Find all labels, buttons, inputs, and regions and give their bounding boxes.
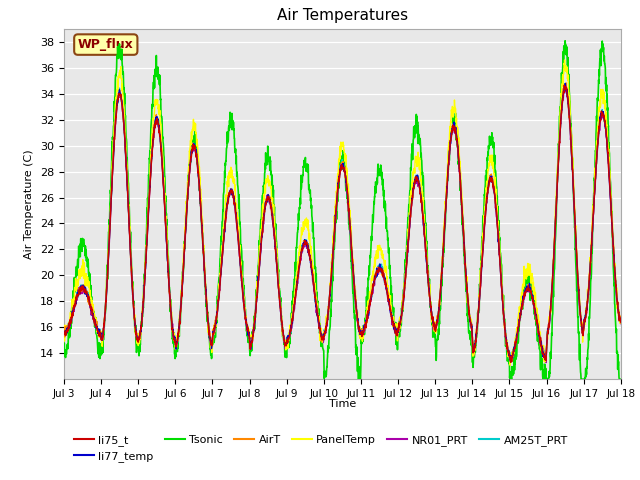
Tsonic	[568, 144, 576, 150]
Tsonic	[371, 194, 379, 200]
PanelTemp	[617, 314, 625, 320]
li75_t	[60, 328, 68, 334]
AM25T_PRT	[568, 158, 576, 164]
Line: li77_temp: li77_temp	[64, 84, 621, 361]
AM25T_PRT	[358, 329, 366, 335]
PanelTemp	[568, 147, 576, 153]
AM25T_PRT	[216, 287, 223, 293]
li75_t	[507, 360, 515, 365]
X-axis label: Time: Time	[329, 399, 356, 409]
PanelTemp	[60, 332, 68, 337]
AM25T_PRT	[561, 81, 569, 86]
Line: AirT: AirT	[64, 83, 621, 360]
AM25T_PRT	[584, 297, 591, 303]
AirT	[617, 317, 625, 323]
AirT	[568, 158, 576, 164]
NR01_PRT	[584, 301, 591, 307]
PanelTemp	[216, 282, 223, 288]
Tsonic	[584, 357, 591, 362]
li77_temp	[60, 329, 68, 335]
Line: Tsonic: Tsonic	[64, 41, 621, 379]
Tsonic	[504, 356, 512, 361]
PanelTemp	[371, 260, 378, 266]
li77_temp	[371, 276, 378, 282]
AirT	[371, 275, 378, 280]
AirT	[358, 331, 366, 336]
NR01_PRT	[504, 349, 512, 355]
PanelTemp	[358, 338, 366, 344]
NR01_PRT	[568, 159, 576, 165]
Title: Air Temperatures: Air Temperatures	[277, 9, 408, 24]
li77_temp	[358, 330, 366, 336]
NR01_PRT	[216, 286, 223, 291]
NR01_PRT	[371, 282, 378, 288]
Y-axis label: Air Temperature (C): Air Temperature (C)	[24, 149, 35, 259]
li75_t	[561, 82, 568, 88]
li75_t	[216, 292, 223, 298]
Line: li75_t: li75_t	[64, 85, 621, 362]
li75_t	[371, 277, 378, 283]
li77_temp	[504, 348, 512, 353]
li75_t	[358, 333, 366, 338]
AirT	[60, 330, 68, 336]
Tsonic	[355, 376, 362, 382]
AirT	[216, 287, 223, 292]
Tsonic	[216, 274, 223, 280]
Text: WP_flux: WP_flux	[78, 38, 134, 51]
li75_t	[617, 320, 625, 325]
li75_t	[568, 156, 576, 162]
li77_temp	[617, 315, 625, 321]
AM25T_PRT	[617, 317, 625, 323]
NR01_PRT	[561, 81, 569, 87]
li77_temp	[568, 162, 576, 168]
li77_temp	[561, 81, 569, 86]
li77_temp	[507, 359, 515, 364]
AM25T_PRT	[508, 359, 516, 364]
Line: PanelTemp: PanelTemp	[64, 60, 621, 365]
AirT	[504, 347, 512, 353]
PanelTemp	[584, 287, 591, 292]
Line: NR01_PRT: NR01_PRT	[64, 84, 621, 362]
li75_t	[584, 299, 591, 304]
Tsonic	[60, 353, 68, 359]
AM25T_PRT	[60, 331, 68, 336]
li77_temp	[216, 289, 223, 295]
AM25T_PRT	[371, 274, 378, 280]
Legend: li75_t, li77_temp, Tsonic, AirT, PanelTemp, NR01_PRT, AM25T_PRT: li75_t, li77_temp, Tsonic, AirT, PanelTe…	[70, 430, 572, 467]
Tsonic	[561, 38, 569, 44]
PanelTemp	[506, 362, 514, 368]
AirT	[584, 297, 591, 303]
li77_temp	[584, 299, 591, 304]
NR01_PRT	[617, 320, 625, 326]
NR01_PRT	[542, 360, 550, 365]
Line: AM25T_PRT: AM25T_PRT	[64, 84, 621, 361]
NR01_PRT	[60, 330, 68, 336]
Tsonic	[617, 376, 625, 382]
NR01_PRT	[358, 329, 366, 335]
AM25T_PRT	[504, 346, 512, 351]
PanelTemp	[561, 57, 568, 63]
PanelTemp	[504, 346, 512, 351]
AirT	[563, 80, 570, 86]
AirT	[541, 357, 549, 362]
Tsonic	[359, 333, 367, 338]
li75_t	[504, 349, 512, 355]
